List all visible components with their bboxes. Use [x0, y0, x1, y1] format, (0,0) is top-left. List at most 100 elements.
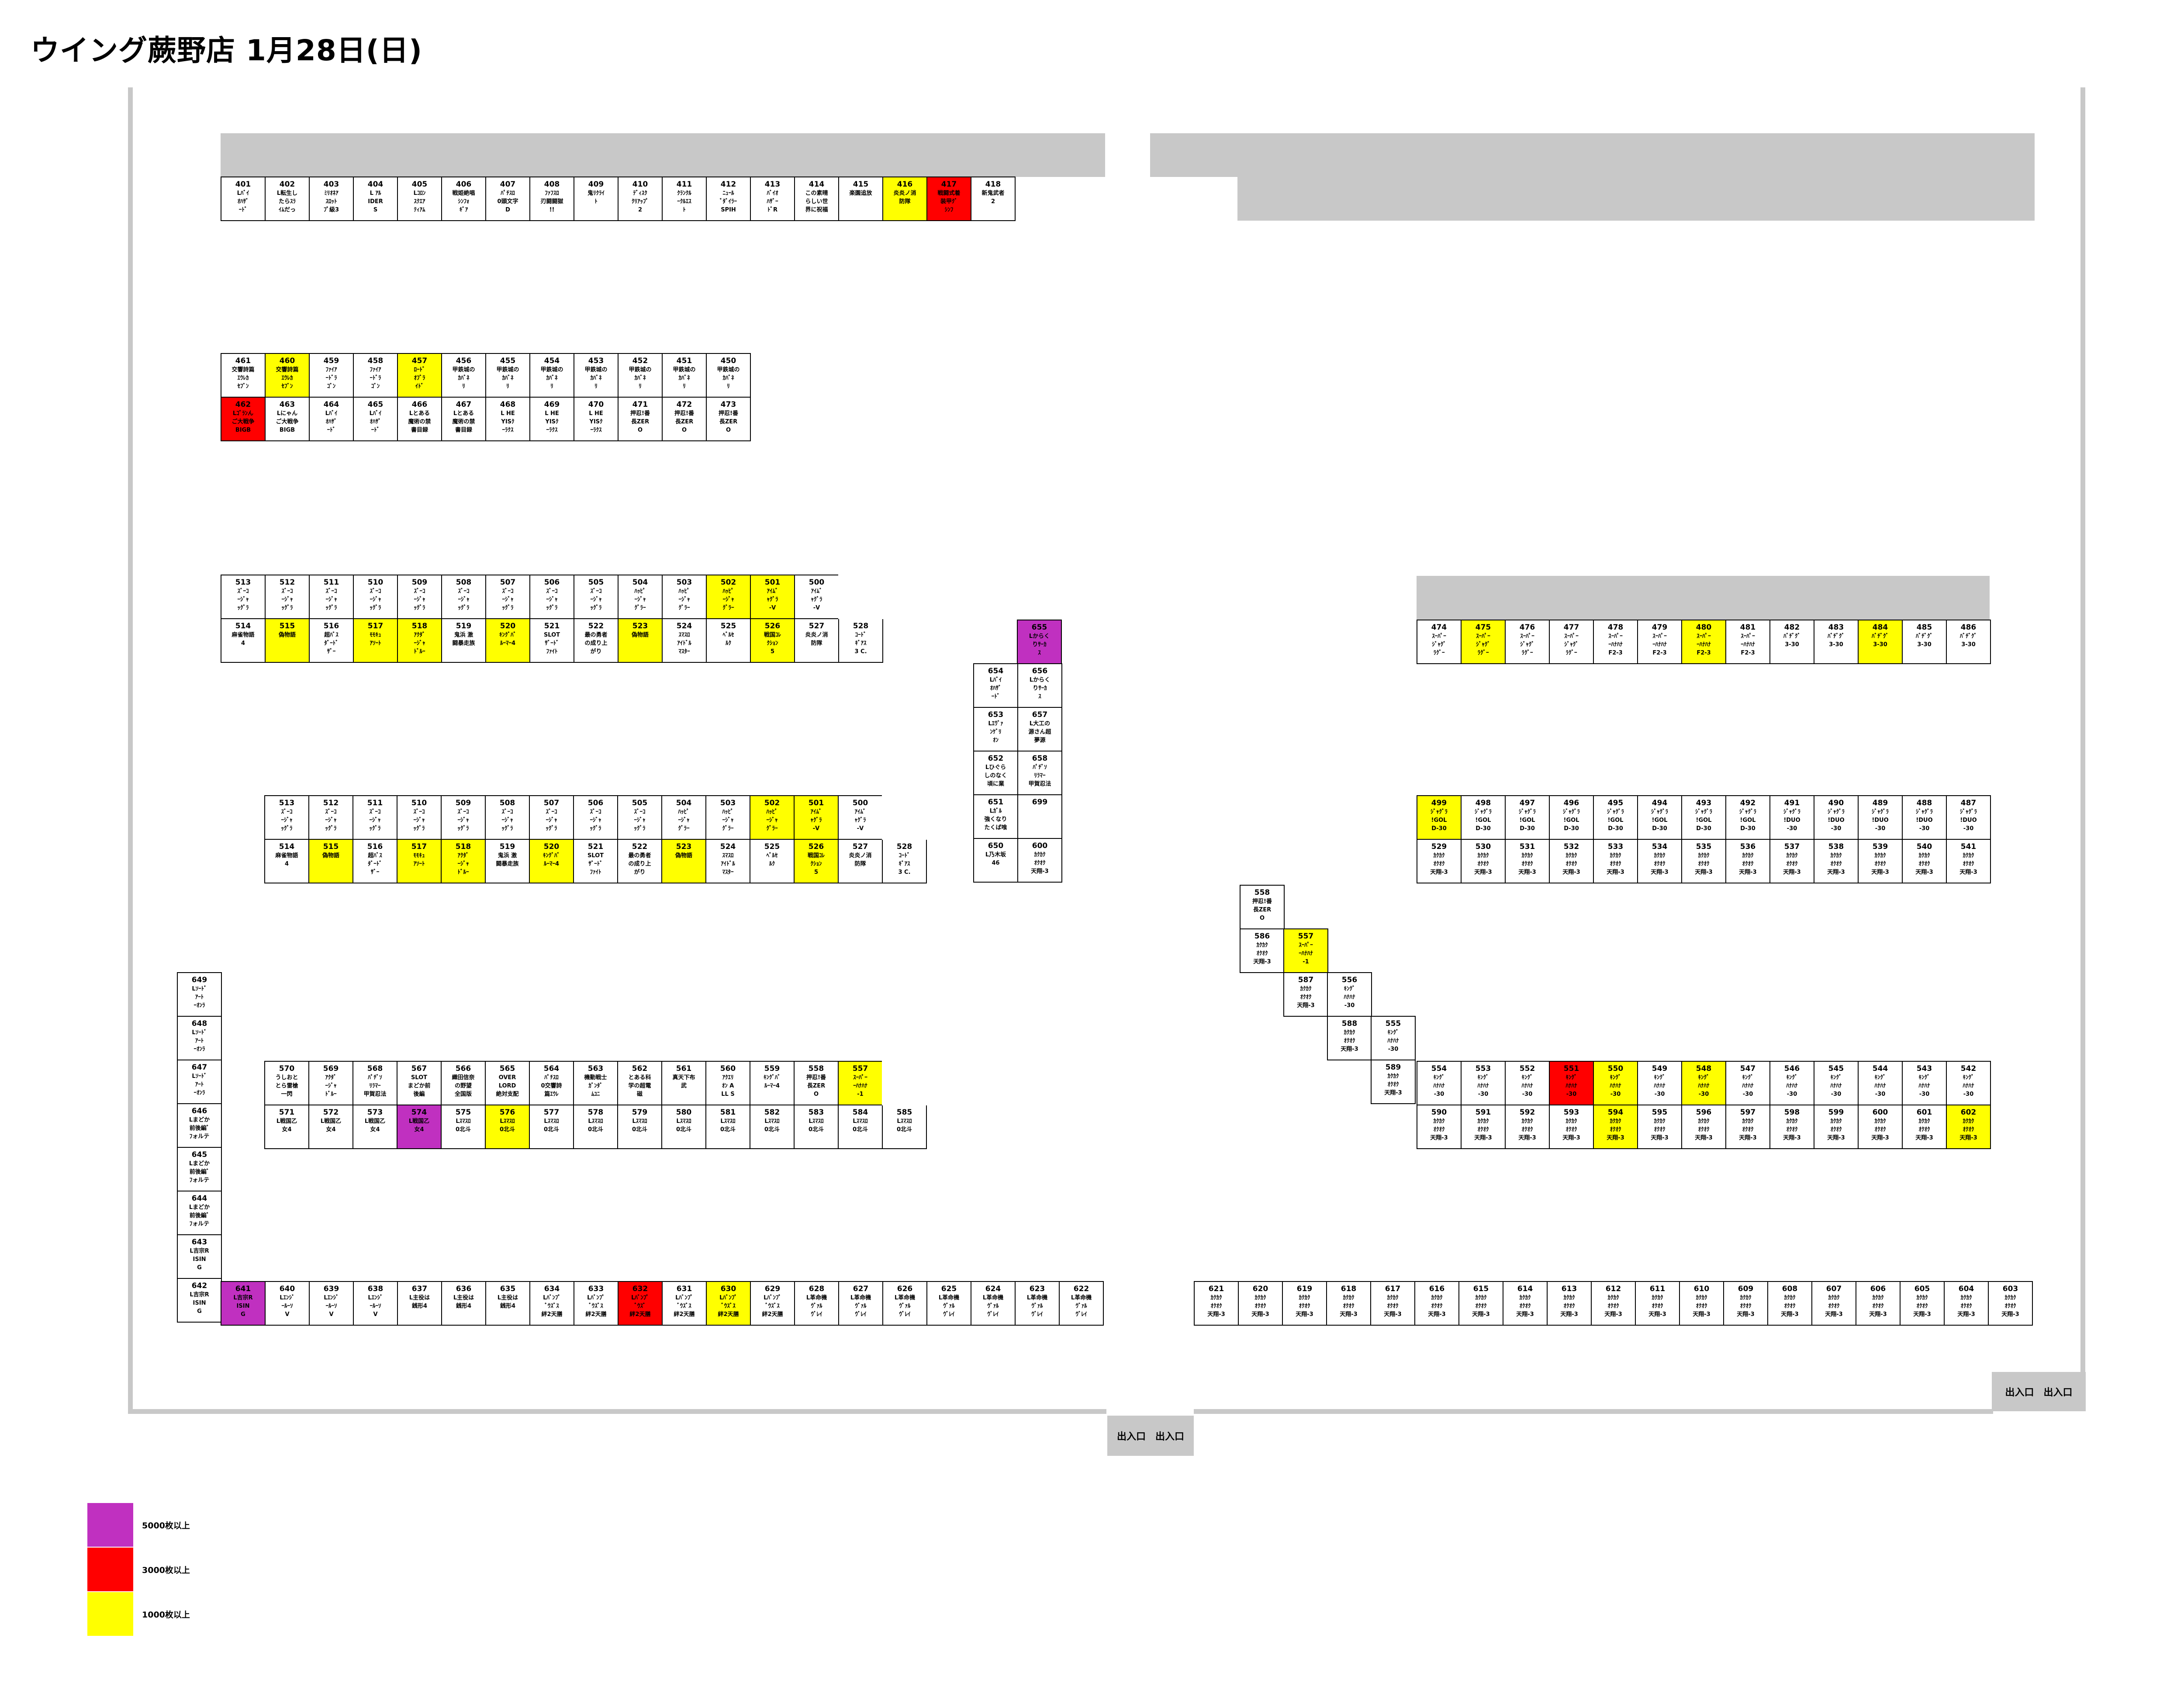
machine-470[interactable]: 470 L HE YISｸ ｰﾗｸｽ [574, 398, 618, 440]
machine-503[interactable]: 503 ﾊｯﾋﾟ ｰｼﾞｬ ｸﾞﾗｰ [706, 796, 750, 839]
machine-486[interactable]: 486 ﾊﾞﾁﾞｸﾞ 3-30 [1947, 620, 1990, 663]
machine-490[interactable]: 490 ｼﾞｬｸﾞﾗ !DUO -30 [1814, 796, 1858, 839]
machine-561[interactable]: 561 真天下布 武 [662, 1062, 705, 1105]
machine-647[interactable]: 647 Lｿｰﾄﾞ ｱｰﾄ ｰｵﾝﾗ [178, 1060, 221, 1103]
machine-506[interactable]: 506 ｽﾞｰｺ ｰｼﾞｬ ｯｸﾞﾗ [530, 575, 574, 618]
machine-554[interactable]: 554 ｷﾝｸﾞ ﾊﾅﾊﾅ -30 [1417, 1062, 1461, 1105]
machine-620[interactable]: 620 ｶｸｶｸ ｵｸｵｸ 天翔-3 [1239, 1282, 1282, 1325]
machine-653[interactable]: 653 Lｴｳﾞｧ ﾝｹﾞﾘ ｵﾝ [974, 708, 1017, 751]
machine-651[interactable]: 651 Lｶﾞﾙ 強くなり たくば喰 [974, 795, 1017, 838]
machine-416[interactable]: 416 炎炎ノ消 防隊 [883, 177, 926, 220]
machine-699[interactable]: 699 [1018, 795, 1061, 838]
machine-520[interactable]: 520 ｷﾝｸﾞﾊﾞ ﾙｰﾏｰ4 [486, 619, 529, 662]
machine-477[interactable]: 477 ｽｰﾊﾟｰ ｼﾞｬｸﾞ ﾗｸﾞｰ [1550, 620, 1593, 663]
machine-655[interactable]: 655 Lからく りｻｰｶ ｽ [1018, 620, 1061, 663]
machine-501[interactable]: 501 ｱｲﾑﾞ ｬｸﾞﾗ -V [795, 796, 838, 839]
machine-612[interactable]: 612 ｶｸｶｸ ｵｸｵｸ 天翔-3 [1592, 1282, 1635, 1325]
machine-543[interactable]: 543 ｷﾝｸﾞ ﾊﾅﾊﾅ -30 [1903, 1062, 1946, 1105]
machine-560[interactable]: 560 ｱｸｴﾘ ｵﾝ A LL S [706, 1062, 750, 1105]
machine-539[interactable]: 539 ｶｸｶｸ ｵｸｵｸ 天翔-3 [1859, 840, 1902, 883]
machine-637[interactable]: 637 L主役は 銭形4 [398, 1282, 441, 1325]
machine-519[interactable]: 519 鬼浜 激 闘暴走族 [486, 840, 529, 883]
machine-639[interactable]: 639 Lｴﾝｼﾞ ｰﾙｰｿ V [310, 1282, 353, 1325]
machine-581[interactable]: 581 Lｽﾏｽﾛ 0北斗 [706, 1105, 750, 1148]
machine-614[interactable]: 614 ｶｸｶｸ ｵｸｵｸ 天翔-3 [1503, 1282, 1547, 1325]
machine-500[interactable]: 500 ｱｲﾑﾞ ｬｸﾞﾗ -V [795, 575, 838, 618]
machine-553[interactable]: 553 ｷﾝｸﾞ ﾊﾅﾊﾅ -30 [1462, 1062, 1505, 1105]
machine-513[interactable]: 513 ｽﾞｰｺ ｰｼﾞｬ ｯｸﾞﾗ [265, 796, 308, 839]
machine-505[interactable]: 505 ｽﾞｰｺ ｰｼﾞｬ ｯｸﾞﾗ [574, 575, 618, 618]
machine-516[interactable]: 516 超ﾊﾞｽ ﾀﾞｰﾄﾞ ｻﾞｰ [310, 619, 353, 662]
machine-481[interactable]: 481 ｽｰﾊﾟｰ ｰﾊﾅﾊﾅ F2-3 [1726, 620, 1769, 663]
machine-558[interactable]: 558 押忍!番 長ZER O [795, 1062, 838, 1105]
machine-496[interactable]: 496 ｼﾞｬｸﾞﾗ !GOL D-30 [1550, 796, 1593, 839]
machine-577[interactable]: 577 Lｽﾏｽﾛ 0北斗 [530, 1105, 573, 1148]
machine-638[interactable]: 638 Lｴﾝｼﾞ ｰﾙｰｿ V [354, 1282, 397, 1325]
machine-657[interactable]: 657 L大工の 源さん超 夢源 [1018, 708, 1061, 751]
machine-619[interactable]: 619 ｶｸｶｸ ｵｸｵｸ 天翔-3 [1283, 1282, 1326, 1325]
machine-574[interactable]: 574 L戦国乙 女4 [397, 1105, 441, 1148]
machine-632[interactable]: 632 Lﾊﾞﾝﾌﾟ ﾞｳｽﾞ 絆2天膳 [619, 1282, 662, 1325]
machine-541[interactable]: 541 ｶｸｶｸ ｵｸｵｸ 天翔-3 [1947, 840, 1990, 883]
machine-650[interactable]: 650 L乃木坂 46 [974, 839, 1017, 882]
machine-489[interactable]: 489 ｼﾞｬｸﾞﾗ !DUO -30 [1859, 796, 1902, 839]
machine-568[interactable]: 568 ﾊﾟﾁﾞｿ ﾘﾗﾏｰ 甲賀忍法 [353, 1062, 397, 1105]
machine-570[interactable]: 570 うしおと とら雷槍 一閃 [265, 1062, 308, 1105]
machine-551[interactable]: 551 ｷﾝｸﾞ ﾊﾅﾊﾅ -30 [1550, 1062, 1593, 1105]
machine-550[interactable]: 550 ｷﾝｸﾞ ﾊﾅﾊﾅ -30 [1594, 1062, 1637, 1105]
machine-566[interactable]: 566 織田信奈 の野望 全国版 [442, 1062, 485, 1105]
machine-626[interactable]: 626 L革命機 ｳﾞｧﾙ ｳﾞﾚｲ [883, 1282, 926, 1325]
machine-492[interactable]: 492 ｼﾞｬｸﾞﾗ !GOL D-30 [1726, 796, 1769, 839]
machine-478[interactable]: 478 ｽｰﾊﾟｰ ｰﾊﾅﾊﾅ F2-3 [1594, 620, 1637, 663]
machine-654[interactable]: 654 Lﾊﾞｲ ｵﾊｻﾞ ｰﾄﾞ [974, 664, 1017, 707]
machine-404[interactable]: 404 L ｱﾙ IDER S [354, 177, 397, 220]
machine-644[interactable]: 644 Lまどか 前後編ﾞ ﾌォルテ [178, 1191, 221, 1234]
machine-567[interactable]: 567 SLOT まどか前 後編 [397, 1062, 441, 1105]
machine-408[interactable]: 408 ﾌｧﾌｽﾛ 刃闘闘獄 !! [530, 177, 574, 220]
machine-509[interactable]: 509 ｽﾞｰｺ ｰｼﾞｬ ｯｸﾞﾗ [442, 796, 485, 839]
machine-630[interactable]: 630 Lﾊﾞﾝﾌﾟ ﾞｳｽﾞｽ 絆2天膳 [707, 1282, 750, 1325]
machine-601[interactable]: 601 ｶｸｶｸ ｵｸｵｸ 天翔-3 [1903, 1105, 1946, 1148]
machine-580[interactable]: 580 Lｽﾏｽﾛ 0北斗 [662, 1105, 705, 1148]
machine-500[interactable]: 500 ｱｲﾑﾞ ｬｸﾞﾗ -V [839, 796, 882, 839]
machine-525[interactable]: 525 ﾍﾞﾙｾ ﾙｸ [707, 619, 750, 662]
machine-536[interactable]: 536 ｶｸｶｸ ｵｸｵｸ 天翔-3 [1726, 840, 1769, 883]
machine-571[interactable]: 571 L戦国乙 女4 [265, 1105, 308, 1148]
machine-575[interactable]: 575 Lｽﾏｽﾛ 0北斗 [442, 1105, 485, 1148]
machine-504[interactable]: 504 ﾊｯﾋﾟ ｰｼﾞｬ ｸﾞﾗｰ [619, 575, 662, 618]
machine-658[interactable]: 658 ﾊﾟﾁﾞｿ ﾘﾗﾏｰ 甲賀忍法 [1018, 752, 1061, 794]
machine-473[interactable]: 473 押忍!番 長ZER O [707, 398, 750, 440]
machine-507[interactable]: 507 ｽﾞｰｺ ｰｼﾞｬ ｯｸﾞﾗ [486, 575, 529, 618]
machine-640[interactable]: 640 Lｴﾝｼﾞ ｰﾙｰｿ V [266, 1282, 309, 1325]
machine-540[interactable]: 540 ｶｸｶｸ ｵｸｵｸ 天翔-3 [1903, 840, 1946, 883]
machine-483[interactable]: 483 ﾊﾞﾁﾞｸﾞ 3-30 [1814, 620, 1858, 663]
machine-414[interactable]: 414 この素晴 らしい世 界に祝福 [795, 177, 838, 220]
entrance-exit-bottom[interactable]: 出入口 出入口 [1107, 1416, 1194, 1456]
machine-559[interactable]: 559 ｷﾝｸﾞﾊﾞ ﾙｰﾏｰ4 [750, 1062, 794, 1105]
machine-596[interactable]: 596 ｶｸｶｸ ｵｸｵｸ 天翔-3 [1682, 1105, 1725, 1148]
machine-510[interactable]: 510 ｽﾞｰｺ ｰｼﾞｬ ｯｸﾞﾗ [354, 575, 397, 618]
machine-578[interactable]: 578 Lｽﾏｽﾛ 0北斗 [574, 1105, 617, 1148]
machine-548[interactable]: 548 ｷﾝｸﾞ ﾊﾅﾊﾅ -30 [1682, 1062, 1725, 1105]
machine-622[interactable]: 622 L革命機 ｳﾞｧﾙ ｳﾞﾚｲ [1060, 1282, 1103, 1325]
machine-627[interactable]: 627 L革命機 ｳﾞｧﾙ ｳﾞﾚｲ [839, 1282, 882, 1325]
machine-534[interactable]: 534 ｶｸｶｸ ｵｸｵｸ 天翔-3 [1638, 840, 1681, 883]
machine-467[interactable]: 467 Lとある 魔術の禁 書目録 [442, 398, 485, 440]
machine-511[interactable]: 511 ｽﾞｰｺ ｰｼﾞｬ ｯｸﾞﾗ [353, 796, 397, 839]
machine-641[interactable]: 641 L吉宗R ISIN G [221, 1282, 265, 1325]
machine-417[interactable]: 417 戦闘式着 装甲ｸﾞ ｼﾝﾌ [927, 177, 971, 220]
machine-648[interactable]: 648 Lｿｰﾄﾞ ｱｰﾄ ｰｵﾝﾗ [178, 1017, 221, 1060]
machine-526[interactable]: 526 戦国ｺﾚ ｸｼｮﾝ 5 [751, 619, 794, 662]
machine-528[interactable]: 528 ｺｰﾄﾞ ｷﾞｱｽ 3 C. [839, 619, 882, 662]
machine-589[interactable]: 589 ｶｸｶｸ ｵｸｵｸ 天翔-3 [1372, 1060, 1415, 1103]
machine-615[interactable]: 615 ｶｸｶｸ ｵｸｵｸ 天翔-3 [1459, 1282, 1503, 1325]
machine-603[interactable]: 603 ｶｸｶｸ ｵｸｵｸ 天翔-3 [1989, 1282, 2032, 1325]
machine-625[interactable]: 625 L革命機 ｳﾞｧﾙ ｳﾞﾚｲ [927, 1282, 971, 1325]
machine-629[interactable]: 629 Lﾊﾞﾝﾌﾟ ﾞｳｽﾞｽ 絆2天膳 [751, 1282, 794, 1325]
machine-521[interactable]: 521 SLOT ｻﾞｰﾄﾞ ﾌｧｲﾄ [530, 619, 574, 662]
machine-468[interactable]: 468 L HE YISｸ ｰﾗｸｽ [486, 398, 529, 440]
machine-409[interactable]: 409 鬼ﾘｸﾗｲ ﾄ [574, 177, 618, 220]
machine-451[interactable]: 451 甲鉄城の ｶﾊﾞﾈ ﾘ [663, 354, 706, 397]
machine-515[interactable]: 515 偽物語 [266, 619, 309, 662]
machine-545[interactable]: 545 ｷﾝｸﾞ ﾊﾅﾊﾅ -30 [1814, 1062, 1858, 1105]
